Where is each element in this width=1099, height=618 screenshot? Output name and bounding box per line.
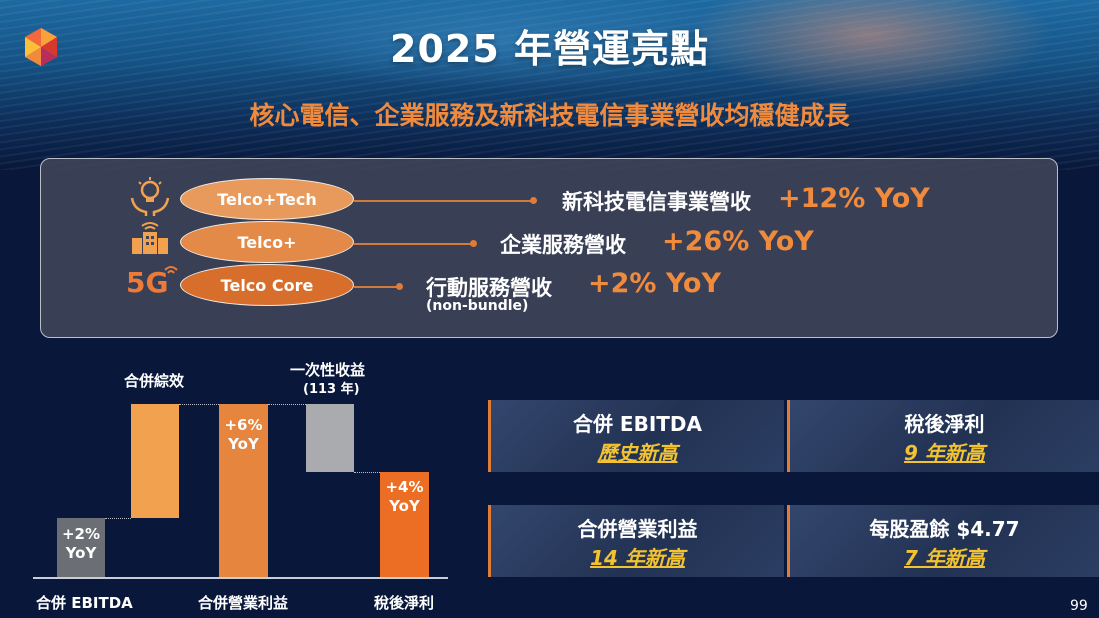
label-one-time-gain-year: (113 年)	[303, 382, 360, 397]
highlight-title: 稅後淨利	[904, 412, 985, 436]
label-one-time-gain: 一次性收益	[290, 361, 366, 379]
bar-label-net-pct: +4%	[385, 478, 424, 496]
connector-dotted-line	[268, 404, 306, 405]
segment-note-non-bundle: (non-bundle)	[426, 298, 529, 314]
pill-telco-tech: Telco+Tech	[180, 178, 354, 220]
highlight-title: 合併 EBITDA	[572, 412, 703, 436]
lightbulb-hands-icon	[130, 177, 170, 216]
page-subtitle: 核心電信、企業服務及新科技電信事業營收均穩健成長	[249, 101, 850, 130]
pill-telco-core: Telco Core	[180, 264, 354, 306]
pill-telco-plus: Telco+	[180, 221, 354, 263]
connector-dotted-line	[354, 472, 380, 473]
highlight-card-eps: 每股盈餘 $4.77 7 年新高	[787, 505, 1099, 577]
bar-label-operating-yoy: YoY	[228, 435, 259, 453]
ocean-background	[0, 0, 1099, 170]
building-wifi-icon	[132, 222, 168, 254]
bar-net-income	[380, 472, 429, 578]
segment-yoy-telco-core: +2% YoY	[588, 268, 722, 299]
bullet-dot	[530, 197, 537, 204]
bar-label-ebitda: +2% YoY	[57, 525, 105, 563]
bar-label-ebitda-pct: +2%	[61, 525, 101, 543]
connector-dotted-line	[179, 404, 219, 405]
segment-label-telco-plus: 企業服務營收	[500, 233, 626, 257]
bullet-dot	[396, 283, 403, 290]
highlight-title: 合併營業利益	[577, 517, 698, 541]
connector-dotted-line	[105, 518, 131, 519]
page-title: 2025 年營運亮點	[390, 27, 709, 71]
highlight-card-ebitda: 合併 EBITDA 歷史新高	[488, 400, 784, 472]
5g-icon: 5G	[126, 266, 169, 299]
segment-yoy-telco-tech: +12% YoY	[778, 183, 930, 214]
connector-line	[354, 200, 532, 202]
bar-label-operating: +6% YoY	[219, 416, 268, 454]
highlight-card-operating-profit: 合併營業利益 14 年新高	[488, 505, 784, 577]
connector-line	[354, 286, 398, 288]
bar-operating-profit	[219, 404, 268, 578]
bar-label-net-yoy: YoY	[389, 497, 420, 515]
bar-label-ebitda-yoy: YoY	[65, 544, 97, 562]
highlight-sub: 歷史新高	[597, 441, 678, 465]
bar-label-operating-pct: +6%	[224, 416, 263, 434]
highlight-sub: 9 年新高	[904, 441, 985, 465]
page-number: 99	[1070, 598, 1088, 614]
signal-waves-icon	[164, 266, 178, 274]
highlight-sub: 14 年新高	[590, 546, 685, 570]
bullet-dot	[470, 240, 477, 247]
bar-one-time-gain	[306, 404, 354, 472]
bar-consolidated-synergy	[131, 404, 179, 518]
category-ebitda: 合併 EBITDA	[36, 594, 133, 612]
segment-label-telco-tech: 新科技電信事業營收	[562, 190, 751, 214]
bar-ebitda-base	[57, 518, 105, 578]
segment-label-telco-core: 行動服務營收	[426, 276, 552, 300]
category-net-income: 稅後淨利	[374, 594, 435, 612]
segment-yoy-telco-plus: +26% YoY	[662, 226, 814, 257]
company-logo-icon	[25, 28, 57, 66]
category-operating-profit: 合併營業利益	[198, 594, 289, 612]
connector-line	[354, 243, 472, 245]
highlight-title: 每股盈餘 $4.77	[869, 517, 1020, 541]
bar-label-net: +4% YoY	[380, 478, 429, 516]
highlight-card-net-income: 稅後淨利 9 年新高	[787, 400, 1099, 472]
highlight-sub: 7 年新高	[904, 546, 985, 570]
chart-baseline	[33, 577, 448, 579]
label-consolidated-synergy: 合併綜效	[124, 372, 185, 390]
